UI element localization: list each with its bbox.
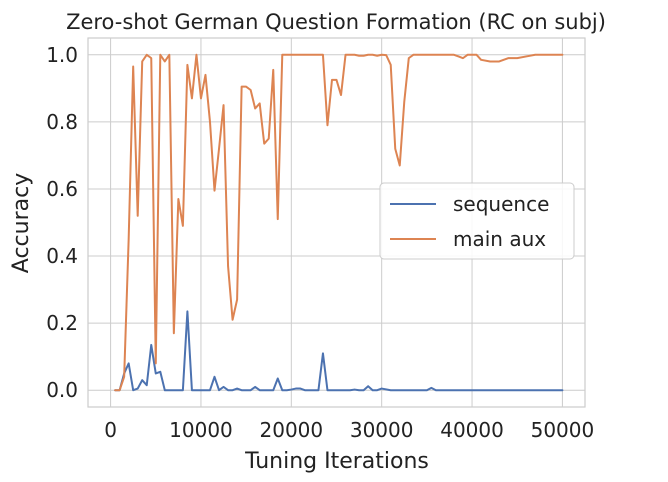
x-tick-label: 20000	[260, 418, 324, 442]
y-tick-label: 0.4	[46, 244, 78, 268]
x-tick-label: 50000	[531, 418, 595, 442]
x-tick-label: 0	[104, 418, 117, 442]
series-line-main-aux	[114, 53, 564, 392]
y-tick-label: 1.0	[46, 43, 78, 67]
y-axis-label: Accuracy	[9, 173, 34, 273]
y-tick-label: 0.2	[46, 311, 78, 335]
y-tick-label: 0.0	[46, 378, 78, 402]
legend: sequence main aux	[379, 182, 575, 260]
chart-title: Zero-shot German Question Formation (RC …	[66, 10, 606, 34]
series-lines	[114, 53, 564, 392]
legend-label-main-aux: main aux	[453, 227, 546, 251]
plot-frame	[87, 37, 586, 408]
y-tick-label: 0.6	[46, 177, 78, 201]
series-line-sequence	[114, 310, 564, 392]
x-axis-label: Tuning Iterations	[244, 449, 429, 474]
y-axis-tick-labels: 0.0 0.2 0.4 0.6 0.8 1.0	[46, 43, 78, 402]
y-tick-label: 0.8	[46, 110, 78, 134]
x-tick-label: 10000	[169, 418, 233, 442]
x-tick-label: 30000	[350, 418, 414, 442]
x-tick-label: 40000	[440, 418, 504, 442]
x-axis-tick-labels: 0 10000 20000 30000 40000 50000	[104, 418, 594, 442]
legend-label-sequence: sequence	[453, 192, 549, 216]
